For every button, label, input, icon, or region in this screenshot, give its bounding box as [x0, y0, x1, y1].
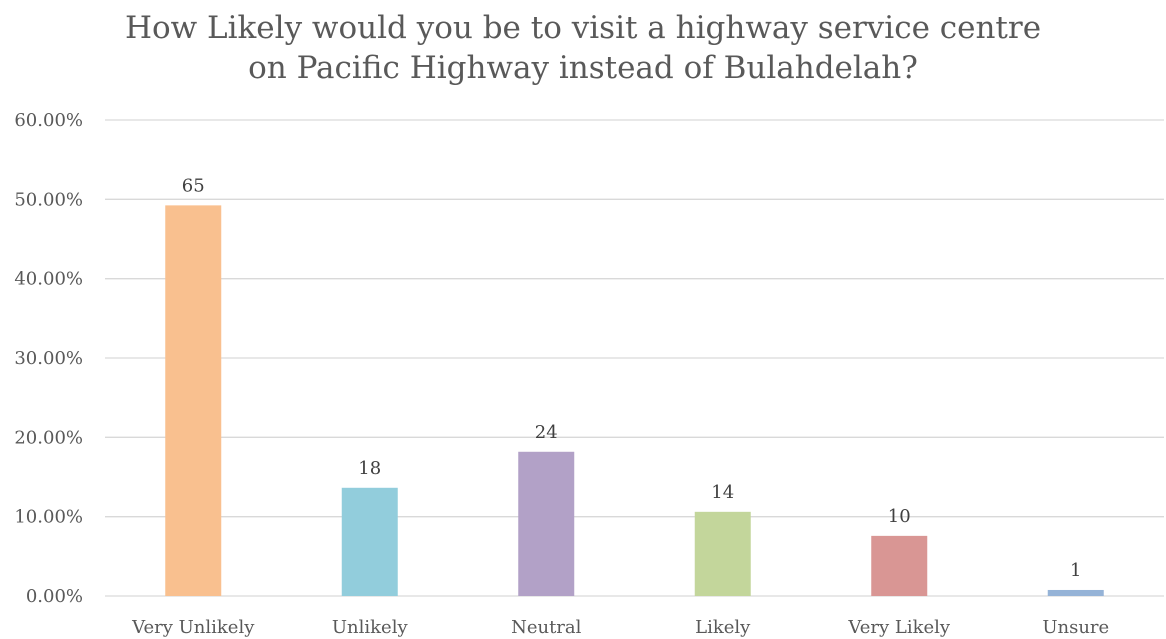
y-tick-label-2: 20.00% — [14, 427, 83, 448]
category-label-5: Unsure — [1042, 617, 1109, 638]
y-tick-label-5: 50.00% — [14, 189, 83, 210]
data-label-4: 10 — [888, 506, 911, 527]
category-label-3: Likely — [695, 617, 751, 638]
chart-title-line-1: How Likely would you be to visit a highw… — [124, 10, 1042, 46]
data-label-1: 18 — [358, 458, 381, 479]
y-tick-label-4: 40.00% — [14, 269, 83, 290]
y-tick-label-0: 0.00% — [26, 586, 83, 607]
y-tick-label-6: 60.00% — [14, 110, 83, 131]
bar-1 — [341, 487, 398, 596]
bar-2 — [518, 451, 575, 596]
bar-5 — [1047, 589, 1104, 596]
bar-3 — [694, 511, 751, 596]
category-label-4: Very Likely — [847, 617, 951, 638]
bar-4 — [871, 535, 928, 596]
y-tick-label-3: 30.00% — [14, 348, 83, 369]
data-label-3: 14 — [711, 482, 734, 503]
y-tick-label-1: 10.00% — [14, 507, 83, 528]
bar-0 — [165, 205, 222, 596]
category-label-0: Very Unlikely — [131, 617, 255, 638]
category-label-1: Unlikely — [332, 617, 409, 638]
category-label-2: Neutral — [511, 617, 582, 638]
chart-title-line-2: on Pacific Highway instead of Bulahdelah… — [248, 50, 918, 86]
data-label-5: 1 — [1070, 560, 1081, 581]
chart-title: How Likely would you be to visit a highw… — [0, 8, 1166, 88]
data-label-2: 24 — [535, 422, 558, 443]
data-label-0: 65 — [182, 175, 205, 196]
